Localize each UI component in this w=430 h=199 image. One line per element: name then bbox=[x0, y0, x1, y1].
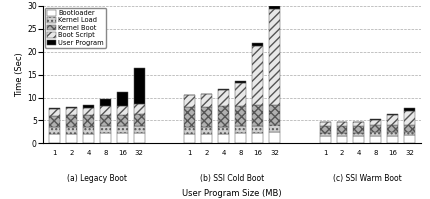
Bar bbox=[66, 115, 77, 127]
Bar bbox=[404, 111, 415, 125]
Bar bbox=[134, 68, 145, 104]
Bar bbox=[269, 9, 280, 105]
Bar bbox=[100, 106, 111, 115]
Bar bbox=[218, 89, 229, 90]
Bar bbox=[404, 132, 415, 136]
Bar bbox=[134, 126, 145, 133]
Bar bbox=[235, 81, 246, 83]
Bar bbox=[201, 94, 212, 107]
Bar bbox=[100, 115, 111, 126]
Bar bbox=[370, 132, 381, 136]
Bar bbox=[252, 46, 263, 105]
Y-axis label: Time (Sec): Time (Sec) bbox=[15, 52, 24, 97]
Text: (c) SSI Warm Boot: (c) SSI Warm Boot bbox=[333, 174, 402, 183]
Bar bbox=[269, 6, 280, 9]
Bar bbox=[49, 109, 60, 116]
Bar bbox=[100, 99, 111, 106]
Text: User Program Size (MB): User Program Size (MB) bbox=[182, 189, 282, 198]
Bar bbox=[117, 92, 128, 106]
Bar bbox=[404, 136, 415, 143]
Bar bbox=[218, 127, 229, 134]
Bar bbox=[218, 90, 229, 106]
Bar bbox=[49, 134, 60, 143]
Bar bbox=[387, 115, 398, 125]
Bar bbox=[134, 133, 145, 143]
Bar bbox=[370, 120, 381, 125]
Bar bbox=[184, 134, 196, 143]
Bar bbox=[184, 127, 196, 134]
Bar bbox=[370, 136, 381, 143]
Bar bbox=[319, 133, 331, 137]
Bar bbox=[252, 126, 263, 133]
Bar bbox=[117, 133, 128, 143]
Bar bbox=[117, 115, 128, 126]
Bar bbox=[66, 108, 77, 115]
Bar bbox=[100, 126, 111, 133]
Bar bbox=[134, 114, 145, 126]
Bar bbox=[353, 133, 364, 137]
Bar bbox=[337, 122, 347, 126]
Bar bbox=[117, 106, 128, 115]
Bar bbox=[218, 134, 229, 143]
Bar bbox=[235, 106, 246, 126]
Bar bbox=[252, 105, 263, 126]
Bar bbox=[337, 126, 347, 133]
Bar bbox=[218, 106, 229, 127]
Bar bbox=[49, 127, 60, 134]
Legend: Bootloader, Kernel Load, Kernel Boot, Boot Script, User Program: Bootloader, Kernel Load, Kernel Boot, Bo… bbox=[45, 8, 106, 48]
Bar bbox=[235, 126, 246, 133]
Bar bbox=[337, 137, 347, 143]
Bar bbox=[184, 95, 196, 107]
Bar bbox=[201, 127, 212, 134]
Bar bbox=[83, 127, 94, 134]
Bar bbox=[370, 119, 381, 120]
Bar bbox=[387, 132, 398, 136]
Bar bbox=[235, 83, 246, 106]
Bar bbox=[353, 126, 364, 133]
Bar bbox=[66, 107, 77, 108]
Bar bbox=[252, 133, 263, 143]
Bar bbox=[134, 104, 145, 114]
Bar bbox=[83, 115, 94, 127]
Bar bbox=[319, 126, 331, 133]
Bar bbox=[49, 108, 60, 109]
Text: (b) SSI Cold Boot: (b) SSI Cold Boot bbox=[200, 174, 264, 183]
Bar bbox=[319, 137, 331, 143]
Bar bbox=[337, 133, 347, 137]
Bar bbox=[319, 122, 331, 126]
Bar bbox=[353, 137, 364, 143]
Bar bbox=[100, 133, 111, 143]
Text: (a) Legacy Boot: (a) Legacy Boot bbox=[67, 174, 127, 183]
Bar bbox=[387, 125, 398, 132]
Bar bbox=[83, 105, 94, 108]
Bar bbox=[201, 134, 212, 143]
Bar bbox=[269, 125, 280, 132]
Bar bbox=[235, 133, 246, 143]
Bar bbox=[370, 125, 381, 132]
Bar bbox=[83, 134, 94, 143]
Bar bbox=[269, 132, 280, 143]
Bar bbox=[387, 136, 398, 143]
Bar bbox=[66, 134, 77, 143]
Bar bbox=[353, 122, 364, 126]
Bar bbox=[201, 107, 212, 127]
Bar bbox=[117, 126, 128, 133]
Bar bbox=[404, 125, 415, 132]
Bar bbox=[252, 43, 263, 46]
Bar bbox=[269, 105, 280, 125]
Bar bbox=[404, 108, 415, 111]
Bar bbox=[49, 116, 60, 127]
Bar bbox=[83, 108, 94, 115]
Bar bbox=[387, 114, 398, 115]
Bar bbox=[184, 107, 196, 127]
Bar bbox=[66, 127, 77, 134]
